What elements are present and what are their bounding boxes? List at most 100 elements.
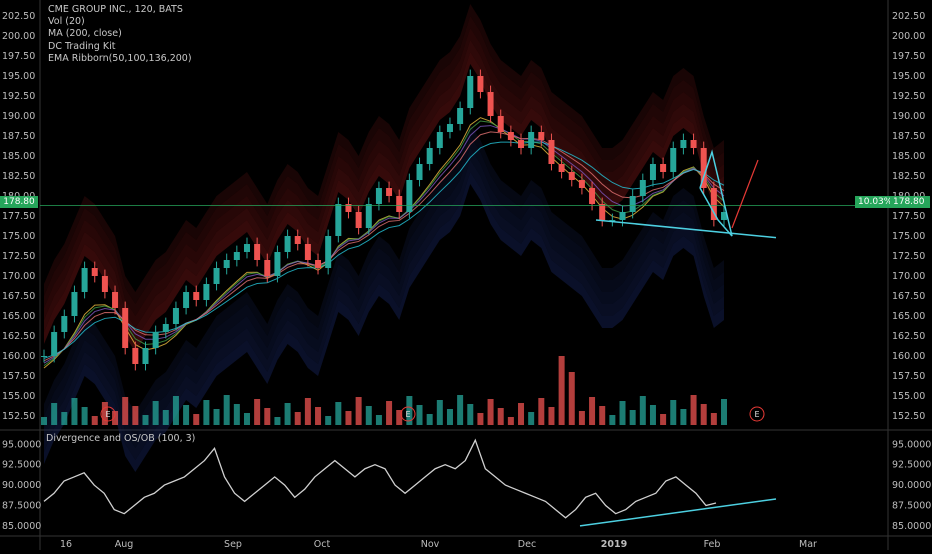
y-tick-left: 182.50: [2, 171, 35, 182]
candle-body: [122, 308, 129, 348]
volume-bar: [670, 400, 677, 425]
volume-bar: [254, 399, 261, 425]
candle-body: [680, 140, 687, 148]
volume-bar: [375, 415, 382, 425]
candle-body: [152, 332, 159, 348]
candle-body: [51, 332, 58, 356]
volume-bar: [223, 395, 230, 425]
volume-bar: [446, 409, 453, 425]
y-tick-right: 165.00: [892, 311, 925, 322]
volume-bar: [284, 403, 291, 425]
price-tag-right: 178.80: [890, 196, 930, 208]
earnings-marker: [100, 406, 116, 422]
ind-y-tick-right: 87.5000: [892, 501, 931, 512]
ind-y-tick-left: 90.0000: [2, 480, 41, 491]
candle-body: [91, 268, 98, 276]
ind-y-tick-left: 87.5000: [2, 501, 41, 512]
candle-body: [446, 124, 453, 132]
candle-body: [294, 236, 301, 244]
y-tick-left: 197.50: [2, 51, 35, 62]
y-tick-right: 160.00: [892, 351, 925, 362]
candle-body: [213, 268, 220, 284]
x-tick: 2019: [601, 539, 627, 550]
legend-ema-ribbon[interactable]: EMA Ribborn(50,100,136,200): [48, 52, 192, 64]
candle-body: [284, 236, 291, 252]
candle-body: [700, 148, 707, 188]
candle-body: [507, 132, 514, 140]
chart-legend: CME GROUP INC., 120, BATS Vol (20) MA (2…: [48, 4, 192, 65]
candle-body: [457, 108, 464, 124]
support-trendline: [595, 219, 777, 239]
ind-y-tick-left: 85.0000: [2, 521, 41, 532]
indicator-trendline: [579, 498, 777, 527]
candle-body: [162, 324, 169, 332]
volume-bar: [162, 410, 169, 425]
volume-bar: [548, 407, 555, 425]
volume-bar: [721, 399, 727, 425]
earnings-marker: [400, 406, 416, 422]
volume-bar: [660, 414, 667, 425]
y-tick-right: 172.50: [892, 251, 925, 262]
y-tick-right: 152.50: [892, 411, 925, 422]
candle-body: [629, 196, 636, 212]
price-tag-left: 178.80: [0, 196, 38, 208]
volume-bar: [700, 404, 707, 425]
legend-dc-kit[interactable]: DC Trading Kit: [48, 40, 116, 52]
ind-y-tick-right: 90.0000: [892, 480, 931, 491]
legend-ma[interactable]: MA (200, close): [48, 28, 122, 40]
volume-bar: [213, 409, 220, 425]
y-tick-left: 160.00: [2, 351, 35, 362]
earnings-marker: [749, 406, 765, 422]
candle-body: [365, 204, 372, 228]
candle-body: [81, 268, 88, 292]
ind-y-tick-right: 85.0000: [892, 521, 931, 532]
y-tick-left: 192.50: [2, 91, 35, 102]
volume-bar: [426, 414, 433, 425]
ind-y-tick-right: 92.5000: [892, 460, 931, 471]
candle-body: [436, 132, 443, 148]
y-tick-right: 162.50: [892, 331, 925, 342]
candle-body: [304, 244, 311, 260]
y-tick-left: 200.00: [2, 31, 35, 42]
candle-body: [589, 188, 596, 204]
volume-bar: [274, 417, 281, 425]
legend-volume[interactable]: Vol (20): [48, 16, 85, 28]
wedge-pattern: [699, 149, 733, 237]
y-tick-right: 187.50: [892, 131, 925, 142]
symbol-title[interactable]: CME GROUP INC., 120, BATS: [48, 4, 183, 15]
volume-bar: [406, 396, 413, 425]
candle-body: [406, 180, 413, 212]
volume-bar: [101, 402, 108, 425]
candle-body: [203, 284, 210, 300]
x-tick: Feb: [704, 539, 721, 550]
candle-body: [578, 180, 585, 188]
volume-bar: [233, 404, 240, 425]
candle-body: [426, 148, 433, 164]
candle-body: [345, 204, 352, 212]
candle-body: [325, 236, 332, 268]
earnings-marker-label: E: [754, 410, 759, 419]
volume-bar: [599, 406, 606, 425]
x-tick: Sep: [224, 539, 242, 550]
indicator-title[interactable]: Divergence and OS/OB (100, 3): [46, 433, 196, 444]
volume-bar: [710, 413, 717, 425]
candle-body: [467, 76, 474, 108]
y-tick-right: 170.00: [892, 271, 925, 282]
y-tick-left: 155.00: [2, 391, 35, 402]
volume-bar: [578, 411, 585, 425]
volume-bar: [609, 415, 616, 425]
candle-body: [558, 164, 565, 172]
volume-bar: [183, 405, 190, 425]
volume-bar: [172, 396, 179, 425]
volume-bar: [193, 414, 200, 425]
candle-body: [721, 212, 727, 220]
candle-body: [538, 132, 545, 140]
y-tick-right: 197.50: [892, 51, 925, 62]
candle-body: [386, 188, 393, 196]
volume-bar: [152, 401, 159, 425]
volume-bar: [71, 398, 78, 425]
y-tick-left: 187.50: [2, 131, 35, 142]
candle-body: [599, 204, 606, 220]
